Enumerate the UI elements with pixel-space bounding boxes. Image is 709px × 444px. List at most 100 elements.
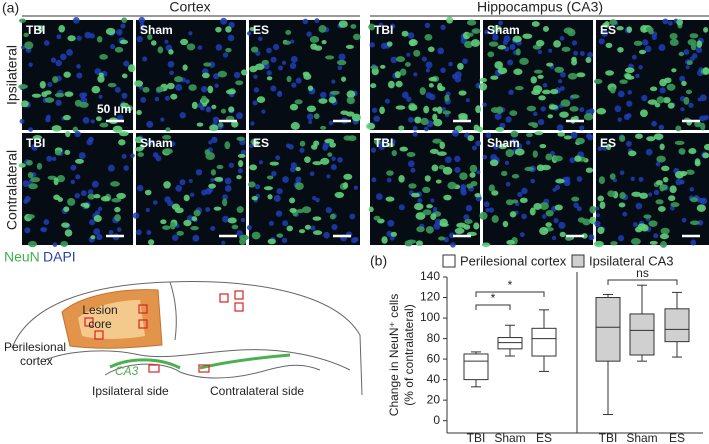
dapi-nucleus (72, 16, 80, 24)
dapi-nucleus (210, 225, 216, 231)
dapi-nucleus (425, 68, 430, 73)
neun-cell (654, 102, 661, 108)
dapi-nucleus (192, 234, 200, 242)
neun-cell (398, 125, 405, 131)
dapi-nucleus (46, 155, 53, 162)
neun-cell (160, 219, 167, 225)
dapi-nucleus (70, 164, 77, 171)
neun-cell (93, 214, 102, 223)
neun-cell (261, 59, 269, 65)
dapi-nucleus (78, 152, 86, 159)
dapi-nucleus (278, 65, 283, 71)
neun-cell (471, 28, 481, 34)
neun-cell (58, 24, 66, 33)
dapi-nucleus (179, 112, 186, 119)
roi-box (219, 293, 229, 303)
image-label: ES (253, 136, 269, 150)
dapi-nucleus (91, 180, 99, 188)
dapi-nucleus (19, 118, 25, 124)
neun-cell (299, 140, 306, 147)
dapi-nucleus (89, 219, 96, 226)
dapi-nucleus (240, 149, 247, 156)
neun-cell (567, 72, 578, 80)
neun-cell (23, 32, 29, 38)
neun-cell (428, 83, 434, 88)
dapi-nucleus (601, 30, 608, 37)
dapi-nucleus (88, 136, 94, 143)
neun-cell (157, 46, 164, 54)
neun-cell (395, 56, 406, 63)
neun-cell (491, 190, 499, 196)
lesion-core-area (78, 300, 145, 339)
neun-cell (617, 46, 624, 53)
neun-cell (689, 33, 699, 39)
neun-cell (67, 35, 76, 42)
neun-cell (368, 206, 374, 213)
significance-label: ns (636, 266, 649, 280)
neun-cell (662, 96, 671, 104)
dapi-nucleus (337, 157, 343, 163)
neun-cell (334, 191, 345, 199)
dapi-nucleus (207, 187, 214, 193)
dapi-nucleus (595, 213, 601, 218)
neun-cell (41, 91, 48, 98)
neun-cell (394, 71, 401, 79)
neun-cell (320, 125, 327, 130)
neun-cell (571, 196, 580, 202)
dapi-nucleus (212, 116, 220, 124)
dapi-nucleus (60, 53, 67, 61)
neun-cell (136, 109, 142, 115)
neun-cell (134, 136, 144, 144)
dapi-nucleus (164, 95, 170, 101)
neun-cell (687, 38, 697, 46)
dapi-nucleus (452, 129, 459, 137)
neun-cell (458, 113, 468, 119)
dapi-nucleus (270, 56, 277, 63)
box (629, 313, 655, 356)
dapi-nucleus (492, 34, 499, 41)
neun-cell (306, 105, 317, 113)
neun-cell (156, 86, 164, 93)
neun-cell (685, 89, 693, 95)
dapi-nucleus (188, 178, 193, 184)
dapi-nucleus (369, 42, 375, 48)
dapi-nucleus (170, 141, 176, 147)
neun-cell (321, 40, 327, 45)
neun-cell (163, 181, 171, 189)
neun-cell (174, 76, 183, 83)
neun-cell (52, 76, 59, 84)
neun-cell (439, 218, 448, 227)
neun-cell (419, 87, 426, 95)
dapi-nucleus (641, 94, 648, 102)
neun-cell (176, 230, 184, 236)
dapi-nucleus (325, 207, 332, 214)
neun-cell (509, 211, 517, 218)
dapi-nucleus (517, 191, 523, 198)
dapi-nucleus (253, 74, 258, 79)
neun-cell (432, 113, 438, 121)
diagram-label: Ipsilateral side (92, 384, 169, 398)
neun-cell (290, 122, 300, 130)
dapi-nucleus (152, 200, 158, 205)
neun-cell (18, 163, 26, 168)
neun-cell (696, 40, 703, 48)
significance-label: * (491, 291, 496, 305)
dapi-nucleus (248, 143, 254, 149)
neun-cell (97, 75, 105, 83)
dapi-nucleus (246, 225, 252, 231)
neun-cell (99, 122, 109, 128)
neun-cell (676, 19, 684, 26)
dapi-nucleus (55, 99, 62, 106)
dapi-nucleus (537, 49, 543, 55)
dapi-nucleus (98, 94, 103, 99)
neun-cell (619, 135, 626, 142)
dapi-nucleus (331, 224, 338, 231)
neun-cell (249, 164, 258, 171)
dapi-nucleus (406, 96, 412, 102)
dapi-nucleus (200, 86, 208, 93)
neun-cell (635, 133, 643, 139)
dapi-nucleus (290, 55, 298, 63)
neun-cell (669, 32, 678, 40)
neun-cell (511, 174, 520, 179)
dapi-nucleus (699, 115, 706, 122)
